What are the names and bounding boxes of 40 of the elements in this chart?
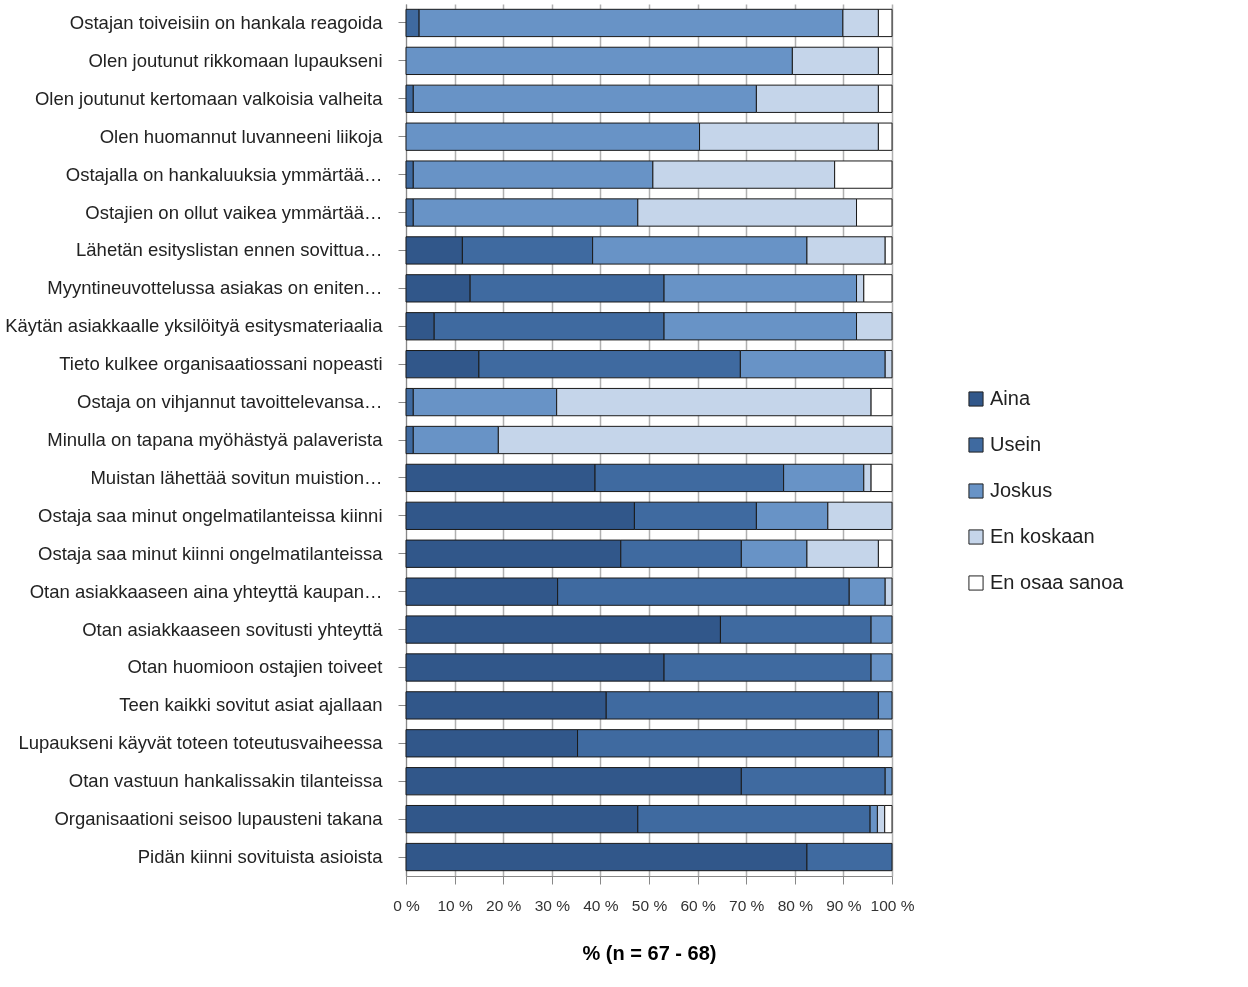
- y-tick-label: Myyntineuvottelussa asiakas on eniten…: [47, 277, 383, 299]
- y-tick-label: Olen joutunut kertomaan valkoisia valheita: [34, 87, 384, 109]
- x-tick-label: 70 %: [729, 896, 765, 914]
- y-tick-label: Otan vastuun hankalissakin tilanteissa: [68, 770, 384, 792]
- x-tick-label: 0 %: [393, 896, 421, 914]
- y-tick-label: Olen joutunut rikkomaan lupaukseni: [88, 49, 383, 71]
- x-tick-label: 40 %: [583, 896, 619, 914]
- y-tick-label: Pidän kiinni sovituista asioista: [137, 846, 384, 868]
- y-tick-label: Olen huomannut luvanneeni liikoja: [99, 125, 384, 147]
- y-tick-label: Tieto kulkee organisaatiossani nopeasti: [59, 353, 383, 375]
- legend-label: Joskus: [990, 479, 1053, 501]
- y-tick-label: Lupaukseni käyvät toteen toteutusvaiheessa: [18, 732, 384, 754]
- legend-label: En koskaan: [990, 525, 1095, 547]
- x-tick-label: 50 %: [631, 896, 668, 914]
- x-tick-label: 30 %: [534, 896, 571, 914]
- x-tick-label: 80 %: [777, 896, 814, 914]
- y-tick-label: Teen kaikki sovitut asiat ajallaan: [119, 694, 383, 716]
- y-tick-label: Otan asiakkaaseen sovitusti yhteyttä: [82, 618, 384, 640]
- y-tick-label: Muistan lähettää sovitun muistion…: [90, 466, 383, 488]
- y-tick-label: Ostajalla on hankaluuksia ymmärtää…: [65, 163, 383, 185]
- y-tick-label: Käytän asiakkaalle yksilöityä esitysmateriaalia: [5, 315, 384, 337]
- y-tick-label: Lähetän esityslistan ennen sovittua…: [76, 239, 383, 261]
- y-tick-label: Ostajan toiveisiin on hankala reagoida: [69, 11, 384, 33]
- x-axis-title: % (n = 67 - 68): [582, 942, 717, 964]
- y-tick-label: Ostaja on vihjannut tavoittelevansa…: [77, 391, 383, 413]
- x-tick-label: 20 %: [486, 896, 522, 914]
- x-tick-label: 60 %: [680, 896, 716, 914]
- legend-label: En osaa sanoa: [990, 571, 1125, 593]
- y-tick-label: Minulla on tapana myöhästyä palaverista: [47, 429, 384, 450]
- y-tick-label: Ostaja saa minut ongelmatilanteissa kiinni: [38, 504, 383, 526]
- y-tick-label: Ostaja saa minut kiinni ongelmatilanteissa: [38, 542, 384, 564]
- x-tick-label: 100 %: [870, 896, 915, 914]
- legend-label: Aina: [990, 387, 1031, 409]
- y-tick-label: Otan huomioon ostajien toiveet: [127, 656, 383, 678]
- y-tick-label: Organisaationi seisoo lupausteni takana: [54, 808, 384, 830]
- y-tick-label: Otan asiakkaaseen aina yhteyttä kaupan…: [29, 580, 383, 602]
- x-tick-label: 90 %: [826, 896, 862, 914]
- x-tick-label: 10 %: [437, 896, 473, 914]
- legend-label: Usein: [990, 433, 1042, 455]
- y-tick-label: Ostajien on ollut vaikea ymmärtää…: [85, 201, 383, 223]
